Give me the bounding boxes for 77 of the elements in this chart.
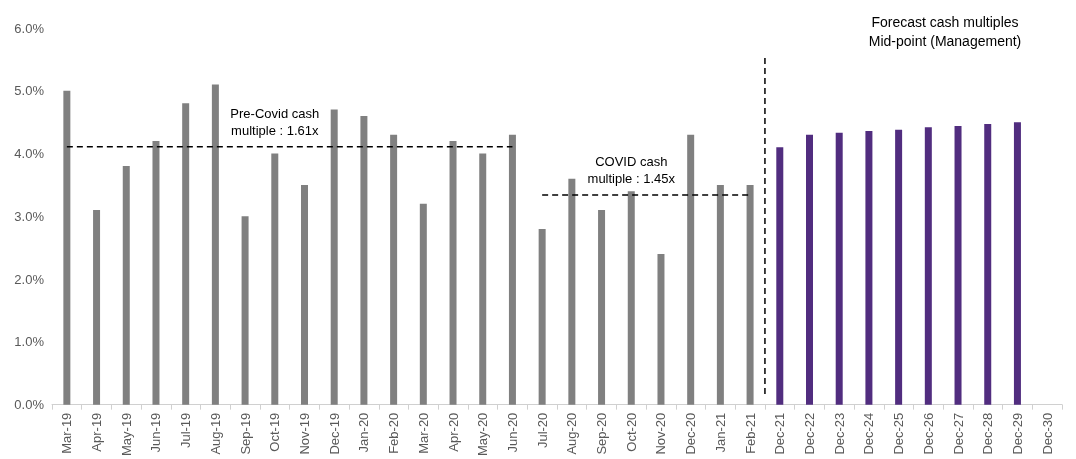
bar [776, 147, 784, 405]
x-tick-label: Dec-24 [861, 412, 877, 455]
bar [152, 141, 160, 405]
bar [122, 166, 130, 405]
x-tick-label: Feb-21 [742, 412, 758, 454]
y-tick-label: 5.0% [14, 83, 45, 99]
bar [301, 184, 308, 405]
bar [806, 134, 813, 405]
bar [93, 210, 101, 405]
y-tick-label: 1.0% [14, 334, 45, 350]
bar [954, 125, 962, 405]
x-tick-label: Jun-19 [148, 412, 164, 453]
bar [538, 228, 546, 405]
bar [598, 210, 606, 405]
bar [865, 130, 873, 405]
x-tick-label: Jan-20 [356, 412, 372, 453]
x-tick-label: Dec-20 [683, 412, 699, 455]
x-tick-label: Dec-26 [920, 412, 936, 455]
bar [835, 132, 843, 405]
x-tick-label: Apr-20 [445, 412, 461, 452]
bar [508, 134, 516, 405]
bar [746, 184, 754, 405]
bar [211, 84, 219, 405]
bar [568, 178, 576, 405]
x-tick-label: Apr-19 [89, 412, 105, 452]
bar [182, 103, 190, 405]
x-tick-label: May-19 [118, 412, 134, 457]
y-tick-label: 4.0% [14, 146, 45, 162]
x-tick-label: Jul-20 [534, 412, 550, 449]
y-tick-label: 2.0% [14, 271, 45, 287]
bar [924, 127, 932, 405]
x-tick-label: Mar-19 [59, 412, 75, 454]
bar [657, 253, 665, 405]
bar [1013, 122, 1021, 405]
bar [627, 191, 635, 405]
x-tick-label: Sep-20 [594, 412, 610, 455]
x-tick-label: Jul-19 [178, 412, 194, 449]
bar [449, 141, 457, 405]
y-tick-label: 0.0% [14, 397, 45, 413]
bar [687, 134, 695, 405]
x-tick-label: Dec-28 [980, 412, 996, 455]
x-tick-label: Dec-19 [326, 412, 342, 455]
y-tick-label: 3.0% [14, 208, 45, 224]
x-tick-label: Dec-23 [831, 412, 847, 455]
bar [271, 153, 279, 405]
x-tick-label: Mar-20 [415, 412, 431, 454]
x-tick-label: Jun-20 [504, 412, 520, 453]
x-tick-label: May-20 [475, 412, 491, 457]
x-tick-label: Nov-20 [653, 412, 669, 455]
bar [895, 129, 903, 405]
bar [330, 109, 338, 405]
series-label: Pre-Covid cash multiple : 1.61x [230, 105, 320, 138]
bar [360, 115, 368, 405]
x-tick-label: Dec-22 [802, 412, 817, 455]
bar [984, 124, 992, 405]
x-tick-label: Dec-21 [772, 412, 788, 455]
x-tick-label: Feb-20 [386, 412, 402, 454]
x-tick-label: Jan-21 [712, 412, 728, 453]
x-tick-label: Dec-27 [950, 412, 966, 455]
x-tick-label: Sep-19 [237, 412, 253, 455]
bar [479, 153, 487, 405]
x-tick-label: Dec-30 [1039, 412, 1055, 455]
bar [390, 134, 398, 405]
x-tick-label: Aug-19 [207, 412, 223, 455]
bar [716, 184, 724, 405]
y-tick-label: 6.0% [14, 20, 45, 36]
bar [63, 90, 71, 405]
x-tick-label: Oct-20 [623, 412, 639, 452]
x-tick-label: Nov-19 [297, 412, 312, 455]
x-tick-label: Dec-29 [1009, 412, 1025, 455]
x-tick-label: Oct-19 [267, 412, 283, 452]
series-label: COVID cash multiple : 1.45x [587, 153, 676, 186]
bar [241, 216, 249, 405]
x-tick-label: Aug-20 [564, 412, 580, 455]
annotation: Forecast cash multiples Mid-point (Management) [868, 13, 1022, 49]
x-tick-label: Dec-25 [891, 412, 907, 455]
bar [419, 203, 427, 405]
